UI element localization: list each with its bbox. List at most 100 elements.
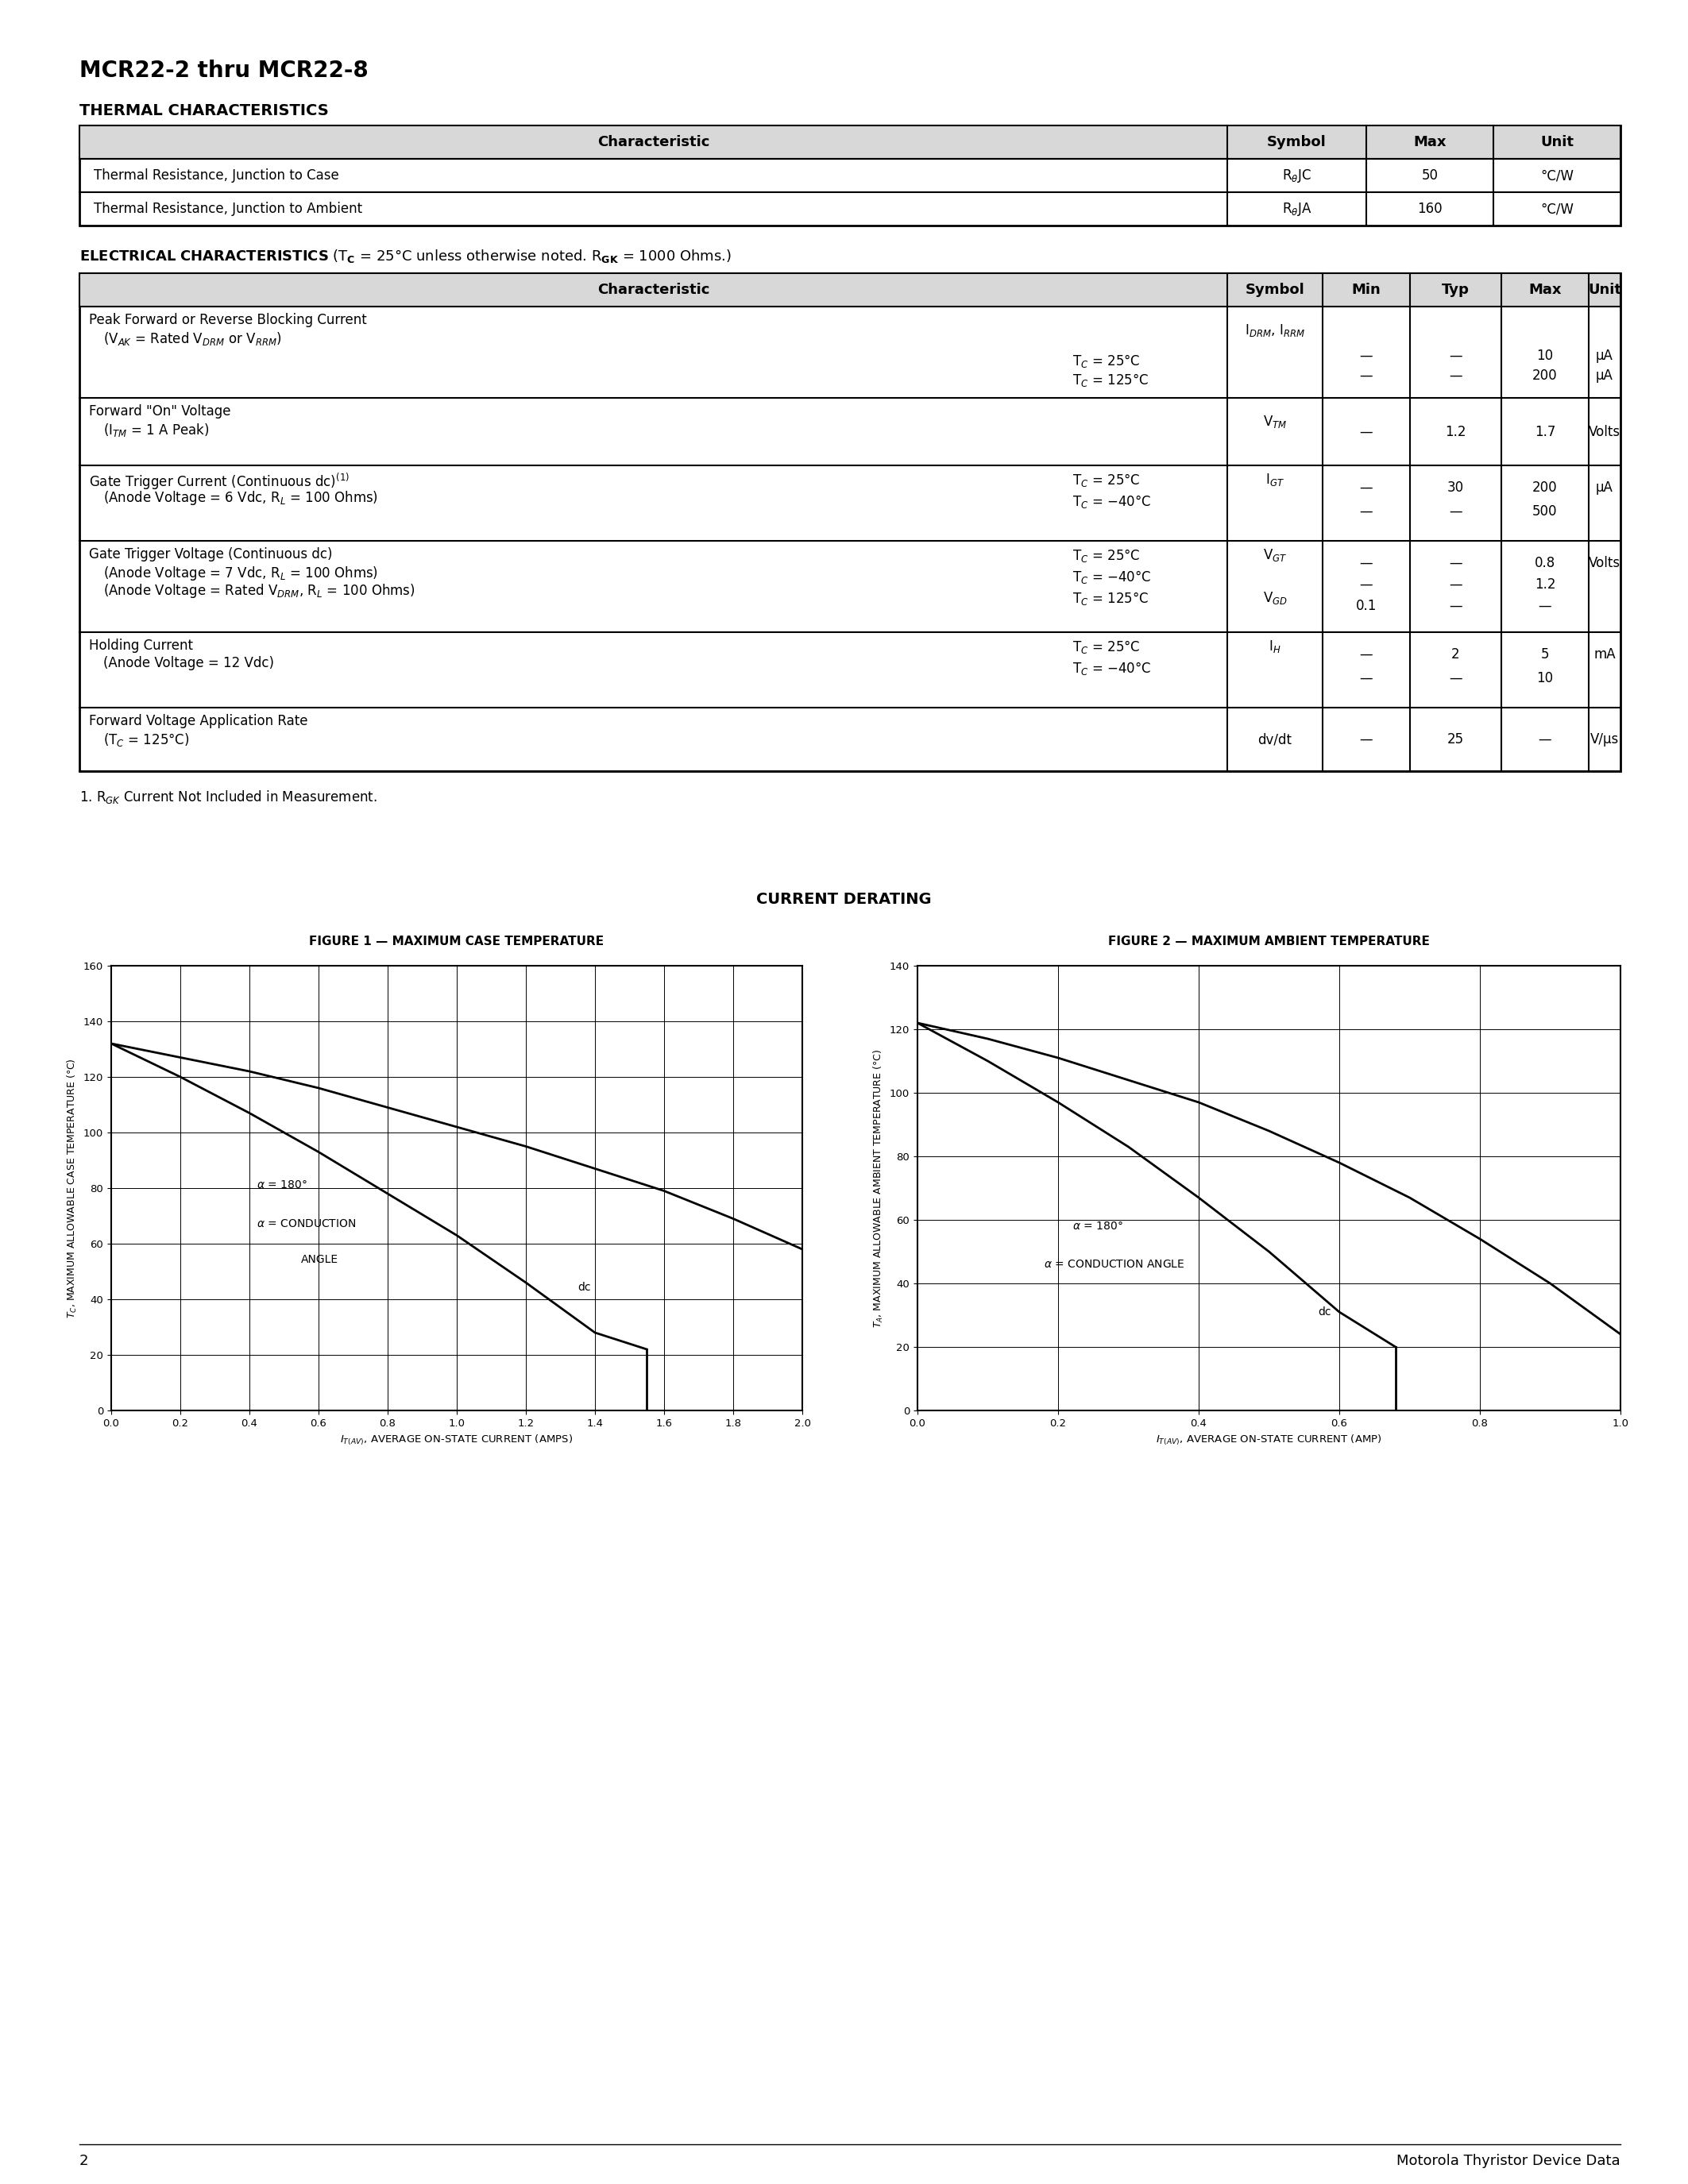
Text: CURRENT DERATING: CURRENT DERATING [756,891,932,906]
Text: $\alpha$ = 180°: $\alpha$ = 180° [1072,1221,1123,1232]
Text: —: — [1361,349,1372,363]
Text: —: — [1361,557,1372,570]
Text: 1.2: 1.2 [1445,424,1467,439]
Bar [79,273,1620,306]
X-axis label: $I_{T(AV)}$, AVERAGE ON-STATE CURRENT (AMP): $I_{T(AV)}$, AVERAGE ON-STATE CURRENT (A… [1156,1433,1382,1446]
Text: (Anode Voltage = Rated V$_{DRM}$, R$_L$ = 100 Ohms): (Anode Voltage = Rated V$_{DRM}$, R$_L$ … [103,583,415,601]
Text: 500: 500 [1533,505,1558,518]
Text: Gate Trigger Voltage (Continuous dc): Gate Trigger Voltage (Continuous dc) [89,548,333,561]
Text: Min: Min [1352,282,1381,297]
Text: Max: Max [1529,282,1561,297]
Text: T$_C$ = 25°C: T$_C$ = 25°C [1072,638,1141,655]
Text: 2: 2 [79,2153,88,2169]
Text: Symbol: Symbol [1246,282,1305,297]
Text: 10: 10 [1536,670,1553,686]
Text: Characteristic: Characteristic [598,135,709,149]
Text: μA: μA [1595,369,1614,382]
Text: THERMAL CHARACTERISTICS: THERMAL CHARACTERISTICS [79,103,329,118]
Text: ANGLE: ANGLE [300,1254,339,1265]
Text: 10: 10 [1536,349,1553,363]
Text: —: — [1448,505,1462,518]
Text: FIGURE 1 — MAXIMUM CASE TEMPERATURE: FIGURE 1 — MAXIMUM CASE TEMPERATURE [309,935,604,948]
Text: 2: 2 [1452,646,1460,662]
Text: —: — [1538,598,1551,614]
Text: V/μs: V/μs [1590,732,1619,747]
Text: dv/dt: dv/dt [1258,732,1291,747]
Text: —: — [1448,598,1462,614]
Text: —: — [1448,670,1462,686]
Text: Unit: Unit [1588,282,1620,297]
Text: Volts: Volts [1588,557,1620,570]
Text: (Anode Voltage = 6 Vdc, R$_L$ = 100 Ohms): (Anode Voltage = 6 Vdc, R$_L$ = 100 Ohms… [103,489,378,507]
Text: —: — [1361,670,1372,686]
Text: 200: 200 [1533,480,1558,496]
Text: $\mathbf{ELECTRICAL\ CHARACTERISTICS}$ (T$_\mathbf{C}$ = 25°C unless otherwise n: $\mathbf{ELECTRICAL\ CHARACTERISTICS}$ (… [79,247,731,264]
Text: —: — [1448,369,1462,382]
Text: 25: 25 [1447,732,1463,747]
Text: —: — [1361,732,1372,747]
Text: °C/W: °C/W [1539,168,1573,183]
Text: Motorola Thyristor Device Data: Motorola Thyristor Device Data [1396,2153,1620,2169]
Text: Holding Current: Holding Current [89,638,192,653]
Text: R$_{\theta}$JA: R$_{\theta}$JA [1281,201,1312,216]
Text: Typ: Typ [1442,282,1470,297]
Y-axis label: $T_A$, MAXIMUM ALLOWABLE AMBIENT TEMPERATURE (°C): $T_A$, MAXIMUM ALLOWABLE AMBIENT TEMPERA… [873,1048,885,1328]
Text: Gate Trigger Current (Continuous dc)$^{(1)}$: Gate Trigger Current (Continuous dc)$^{(… [89,472,349,491]
Text: μA: μA [1595,480,1614,496]
Text: —: — [1448,557,1462,570]
Text: 5: 5 [1541,646,1550,662]
Text: —: — [1361,369,1372,382]
Text: —: — [1361,505,1372,518]
Text: T$_C$ = 125°C: T$_C$ = 125°C [1072,590,1150,607]
Text: (T$_C$ = 125°C): (T$_C$ = 125°C) [103,732,189,749]
Text: $\alpha$ = 180°: $\alpha$ = 180° [257,1179,307,1190]
Text: °C/W: °C/W [1539,201,1573,216]
Text: V$_{GT}$: V$_{GT}$ [1263,548,1286,563]
Text: Forward Voltage Application Rate: Forward Voltage Application Rate [89,714,307,727]
Text: —: — [1361,424,1372,439]
Text: 1.7: 1.7 [1534,424,1556,439]
Text: Peak Forward or Reverse Blocking Current: Peak Forward or Reverse Blocking Current [89,312,366,328]
Text: dc: dc [577,1282,591,1293]
Text: —: — [1361,577,1372,592]
Text: T$_C$ = −40°C: T$_C$ = −40°C [1072,568,1151,585]
Text: R$_{\theta}$JC: R$_{\theta}$JC [1283,168,1312,183]
Text: 30: 30 [1447,480,1463,496]
Text: 0.8: 0.8 [1534,557,1555,570]
Bar [79,273,1620,771]
Text: V$_{GD}$: V$_{GD}$ [1263,590,1288,605]
Text: 0.1: 0.1 [1355,598,1377,614]
Text: μA: μA [1595,349,1614,363]
Text: T$_C$ = −40°C: T$_C$ = −40°C [1072,660,1151,677]
Text: T$_C$ = −40°C: T$_C$ = −40°C [1072,494,1151,509]
Text: —: — [1361,646,1372,662]
Text: T$_C$ = 25°C: T$_C$ = 25°C [1072,548,1141,563]
Text: —: — [1361,480,1372,496]
Text: Characteristic: Characteristic [598,282,709,297]
Text: Max: Max [1413,135,1447,149]
Text: I$_{DRM}$, I$_{RRM}$: I$_{DRM}$, I$_{RRM}$ [1244,323,1305,339]
Text: (Anode Voltage = 12 Vdc): (Anode Voltage = 12 Vdc) [103,655,273,670]
Y-axis label: $T_C$, MAXIMUM ALLOWABLE CASE TEMPERATURE (°C): $T_C$, MAXIMUM ALLOWABLE CASE TEMPERATUR… [66,1057,79,1319]
Text: V$_{TM}$: V$_{TM}$ [1263,413,1286,430]
Text: FIGURE 2 — MAXIMUM AMBIENT TEMPERATURE: FIGURE 2 — MAXIMUM AMBIENT TEMPERATURE [1107,935,1430,948]
Text: $\alpha$ = CONDUCTION: $\alpha$ = CONDUCTION [257,1219,356,1230]
Text: 200: 200 [1533,369,1558,382]
Text: —: — [1538,732,1551,747]
Text: Thermal Resistance, Junction to Ambient: Thermal Resistance, Junction to Ambient [95,201,363,216]
Text: MCR22-2 thru MCR22-8: MCR22-2 thru MCR22-8 [79,59,368,81]
Text: (V$_{AK}$ = Rated V$_{DRM}$ or V$_{RRM}$): (V$_{AK}$ = Rated V$_{DRM}$ or V$_{RRM}$… [103,330,282,347]
Text: $\alpha$ = CONDUCTION ANGLE: $\alpha$ = CONDUCTION ANGLE [1043,1258,1185,1269]
X-axis label: $I_{T(AV)}$, AVERAGE ON-STATE CURRENT (AMPS): $I_{T(AV)}$, AVERAGE ON-STATE CURRENT (A… [341,1433,574,1446]
Text: I$_{GT}$: I$_{GT}$ [1266,472,1285,487]
Text: 1. R$_{GK}$ Current Not Included in Measurement.: 1. R$_{GK}$ Current Not Included in Meas… [79,788,376,806]
Text: Thermal Resistance, Junction to Case: Thermal Resistance, Junction to Case [95,168,339,183]
Text: Forward "On" Voltage: Forward "On" Voltage [89,404,231,419]
Text: Volts: Volts [1588,424,1620,439]
Text: dc: dc [1318,1306,1332,1317]
Text: —: — [1448,349,1462,363]
Bar [79,124,1620,159]
Text: T$_C$ = 25°C: T$_C$ = 25°C [1072,472,1141,489]
Text: Unit: Unit [1539,135,1573,149]
Text: (Anode Voltage = 7 Vdc, R$_L$ = 100 Ohms): (Anode Voltage = 7 Vdc, R$_L$ = 100 Ohms… [103,566,378,583]
